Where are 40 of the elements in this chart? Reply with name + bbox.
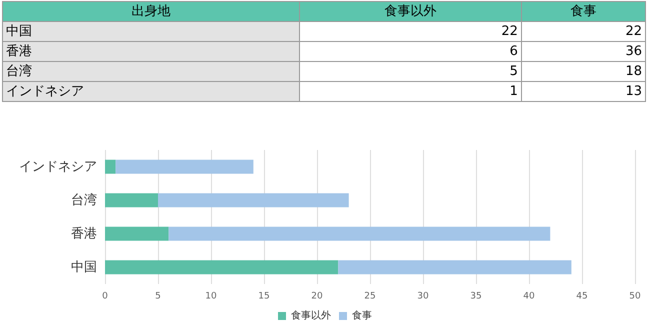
y-tick-label: 中国 — [71, 260, 97, 275]
data-label: 22 — [300, 22, 522, 42]
category-label: 香港 — [2, 42, 300, 62]
bar — [338, 260, 572, 274]
data-label: 6 — [300, 42, 522, 62]
bar — [105, 260, 338, 274]
x-tick-label: 35 — [470, 292, 482, 302]
series-label: 食事以外 — [300, 2, 522, 22]
data-label: 13 — [521, 82, 646, 102]
text: 出身地 — [2, 2, 300, 22]
bar — [105, 226, 169, 241]
y-tick-label: 香港 — [71, 226, 97, 242]
data-label: 1 — [300, 82, 522, 102]
x-tick-label: 20 — [311, 292, 323, 302]
legend-label: 食事 — [352, 310, 372, 322]
data-label: 22 — [521, 22, 646, 42]
x-tick-label: 50 — [629, 292, 641, 302]
data-label: 36 — [521, 42, 646, 62]
x-tick-label: 30 — [417, 292, 429, 302]
bar — [105, 160, 116, 174]
bar — [116, 160, 254, 174]
data-label: 18 — [521, 62, 646, 82]
category-label: インドネシア — [2, 82, 300, 102]
x-tick-label: 40 — [523, 292, 535, 302]
bar — [105, 193, 158, 208]
y-tick-label: インドネシア — [19, 159, 97, 174]
bar — [158, 193, 349, 208]
x-tick-label: 25 — [364, 292, 376, 302]
bar — [168, 226, 550, 241]
series-label: 食事 — [521, 2, 646, 22]
x-tick-label: 15 — [258, 292, 270, 302]
category-label: 台湾 — [2, 62, 300, 82]
x-tick-label: 0 — [102, 292, 108, 302]
x-tick-label: 10 — [205, 292, 217, 302]
category-label: 中国 — [2, 22, 300, 42]
y-tick-label: 台湾 — [71, 192, 97, 208]
x-tick-label: 45 — [576, 292, 588, 302]
x-tick-label: 5 — [155, 292, 161, 302]
legend-label: 食事以外 — [291, 310, 331, 322]
data-label: 5 — [300, 62, 522, 82]
